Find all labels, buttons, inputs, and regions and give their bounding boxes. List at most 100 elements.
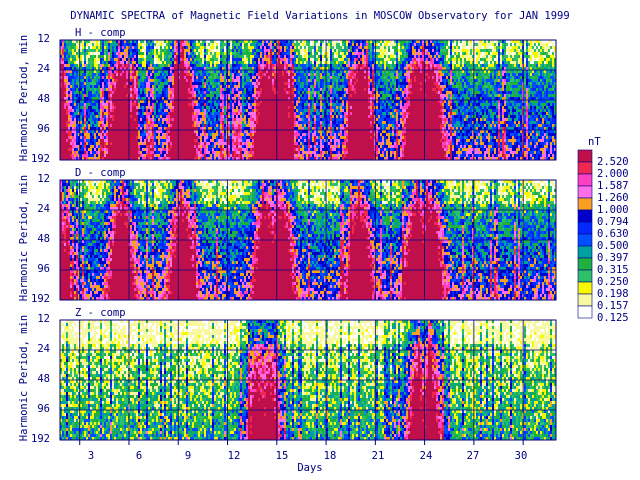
heatmap-cell [112,100,114,103]
heatmap-cell [252,85,254,88]
heatmap-cell [118,133,120,136]
heatmap-cell [232,82,234,85]
heatmap-cell [242,67,244,70]
heatmap-cell [262,112,264,115]
heatmap-cell [190,55,192,58]
heatmap-cell [200,133,202,136]
heatmap-cell [288,73,290,76]
heatmap-cell [166,58,168,61]
heatmap-cell [60,109,62,112]
heatmap-cell [214,106,216,109]
heatmap-cell [158,52,160,55]
heatmap-cell [144,88,146,91]
heatmap-cell [290,79,292,82]
heatmap-cell [84,76,86,79]
heatmap-cell [200,121,202,124]
heatmap-cell [230,106,232,109]
heatmap-cell [184,67,186,70]
heatmap-cell [124,97,126,100]
heatmap-cell [112,121,114,124]
heatmap-cell [166,109,168,112]
heatmap-cell [230,130,232,133]
heatmap-cell [164,58,166,61]
heatmap-cell [160,73,162,76]
heatmap-cell [262,46,264,49]
heatmap-cell [70,58,72,61]
heatmap-cell [76,127,78,130]
heatmap-cell [140,97,142,100]
heatmap-cell [84,112,86,115]
heatmap-cell [88,124,90,127]
heatmap-cell [140,127,142,130]
heatmap-cell [198,70,200,73]
heatmap-cell [126,112,128,115]
heatmap-cell [290,151,292,154]
heatmap-cell [126,43,128,46]
heatmap-cell [256,139,258,142]
heatmap-cell [298,136,300,139]
heatmap-cell [92,76,94,79]
heatmap-cell [290,97,292,100]
heatmap-cell [150,52,152,55]
heatmap-cell [298,118,300,121]
heatmap-cell [170,154,172,157]
heatmap-cell [308,49,310,52]
heatmap-cell [284,121,286,124]
heatmap-cell [290,103,292,106]
heatmap-cell [234,118,236,121]
heatmap-cell [300,61,302,64]
heatmap-cell [292,67,294,70]
heatmap-cell [194,154,196,157]
heatmap-cell [82,133,84,136]
heatmap-cell [96,142,98,145]
heatmap-cell [204,43,206,46]
heatmap-cell [254,64,256,67]
heatmap-cell [274,43,276,46]
heatmap-cell [256,64,258,67]
heatmap-cell [162,145,164,148]
heatmap-cell [216,67,218,70]
heatmap-cell [294,79,296,82]
heatmap-cell [216,91,218,94]
heatmap-cell [194,115,196,118]
heatmap-cell [108,157,110,160]
heatmap-cell [290,76,292,79]
heatmap-cell [302,124,304,127]
heatmap-cell [174,109,176,112]
heatmap-cell [180,121,182,124]
heatmap-cell [244,85,246,88]
heatmap-cell [220,43,222,46]
heatmap-cell [272,154,274,157]
heatmap-cell [210,106,212,109]
heatmap-cell [230,142,232,145]
heatmap-cell [150,127,152,130]
heatmap-cell [240,130,242,133]
heatmap-cell [166,151,168,154]
heatmap-cell [196,52,198,55]
heatmap-cell [132,115,134,118]
heatmap-cell [260,127,262,130]
heatmap-cell [226,112,228,115]
heatmap-cell [116,133,118,136]
heatmap-cell [176,52,178,55]
heatmap-cell [166,49,168,52]
heatmap-cell [124,85,126,88]
heatmap-cell [264,127,266,130]
heatmap-cell [80,58,82,61]
heatmap-cell [72,103,74,106]
heatmap-cell [206,139,208,142]
heatmap-cell [74,151,76,154]
heatmap-cell [114,103,116,106]
heatmap-cell [178,67,180,70]
heatmap-cell [270,103,272,106]
heatmap-cell [66,61,68,64]
heatmap-cell [112,109,114,112]
heatmap-cell [164,70,166,73]
heatmap-cell [92,85,94,88]
heatmap-cell [70,142,72,145]
heatmap-cell [150,109,152,112]
heatmap-cell [296,70,298,73]
heatmap-cell [202,64,204,67]
heatmap-cell [310,73,312,76]
heatmap-cell [176,136,178,139]
